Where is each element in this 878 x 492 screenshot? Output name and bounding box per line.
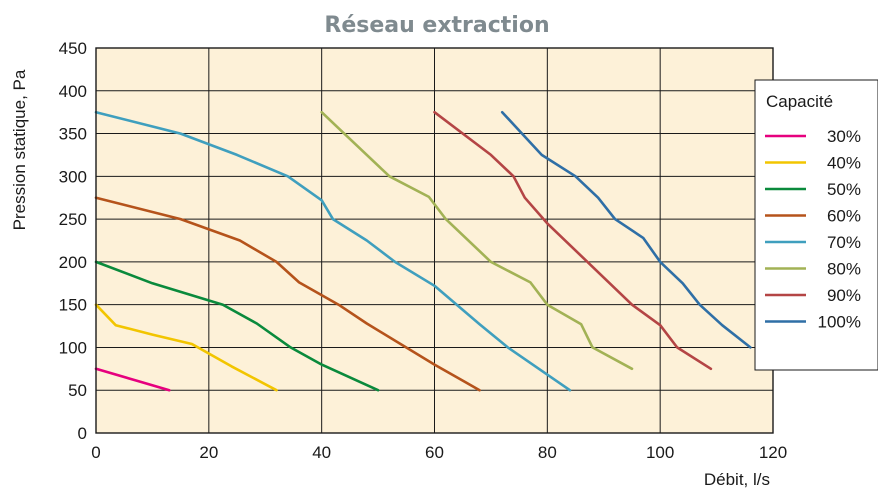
y-axis-label: Pression statique, Pa bbox=[10, 69, 29, 230]
legend-label: 100% bbox=[818, 313, 861, 332]
x-tick-label: 60 bbox=[425, 443, 444, 462]
y-tick-label: 150 bbox=[59, 296, 87, 315]
x-tick-label: 20 bbox=[199, 443, 218, 462]
legend-title: Capacité bbox=[766, 92, 833, 111]
legend-label: 30% bbox=[827, 127, 861, 146]
x-tick-label: 80 bbox=[538, 443, 557, 462]
series-line-60pct bbox=[94, 196, 481, 392]
series-line-90pct bbox=[433, 110, 713, 371]
y-tick-label: 250 bbox=[59, 210, 87, 229]
y-tick-label: 0 bbox=[78, 424, 87, 443]
y-tick-label: 200 bbox=[59, 253, 87, 272]
y-tick-label: 100 bbox=[59, 338, 87, 357]
legend-label: 40% bbox=[827, 154, 861, 173]
y-tick-label: 50 bbox=[68, 381, 87, 400]
series-line-80pct bbox=[320, 110, 634, 371]
x-tick-label: 100 bbox=[646, 443, 674, 462]
series-line-50pct bbox=[94, 260, 380, 392]
x-tick-label: 40 bbox=[312, 443, 331, 462]
series-line-30pct bbox=[94, 367, 171, 392]
chart-title: Réseau extraction bbox=[324, 13, 549, 38]
series-lines bbox=[94, 110, 752, 392]
y-tick-label: 450 bbox=[59, 39, 87, 58]
series-line-40pct bbox=[94, 303, 278, 392]
axis-ticks: 0 20 40 60 80 100 120 0 50 100 150 200 250 300 350 400 4… bbox=[59, 39, 788, 462]
series-line-70pct bbox=[94, 110, 572, 392]
y-tick-label: 400 bbox=[59, 82, 87, 101]
legend-label: 90% bbox=[827, 286, 861, 305]
legend-label: 70% bbox=[827, 233, 861, 252]
y-tick-label: 300 bbox=[59, 167, 87, 186]
legend-label: 60% bbox=[827, 207, 861, 226]
legend-label: 50% bbox=[827, 180, 861, 199]
legend: Capacité 30% 40% 50% 60% 70% 80% 90% 100% bbox=[754, 79, 878, 371]
y-tick-label: 350 bbox=[59, 125, 87, 144]
legend-label: 80% bbox=[827, 260, 861, 279]
x-axis-label: Débit, l/s bbox=[704, 470, 770, 489]
series-line-100pct bbox=[500, 110, 752, 349]
x-tick-label: 0 bbox=[91, 443, 100, 462]
x-tick-label: 120 bbox=[759, 443, 787, 462]
